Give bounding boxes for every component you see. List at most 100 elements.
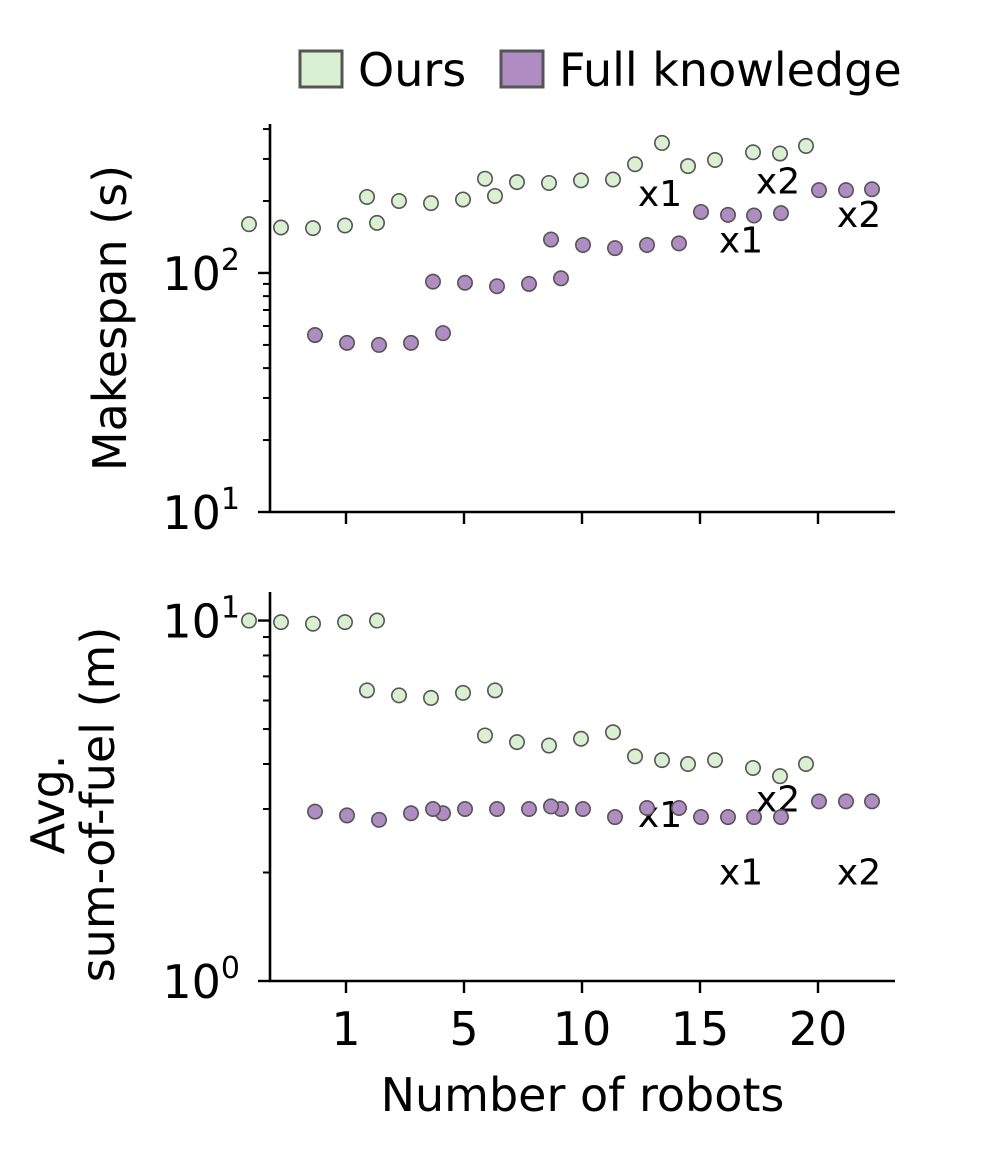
data-point [424,801,441,818]
data-point [454,191,471,208]
data-point [552,270,569,287]
scale-annotation: x1 [719,220,763,261]
data-point [454,684,471,701]
data-point [422,689,439,706]
data-point [456,274,473,291]
data-point [370,811,387,828]
data-point [390,687,407,704]
data-point [508,174,525,191]
data-point [338,334,355,351]
data-point [653,752,670,769]
data-point [604,171,621,188]
y-tick-label: 102 [162,243,240,301]
data-point [837,793,854,810]
data-point [476,170,493,187]
x-tick-label: 1 [331,1002,360,1056]
data-point [574,801,591,818]
y-tick-exp: 0 [221,951,240,986]
data-point [679,158,696,175]
data-point [241,612,258,629]
legend: Ours Full knowledge [298,43,902,97]
data-point [771,768,788,785]
data-point [368,612,385,629]
data-point [402,805,419,822]
data-point [863,181,880,198]
data-point [745,809,762,826]
data-point [653,134,670,151]
data-point [424,273,441,290]
scale-annotation: x1 [638,174,682,215]
data-point [370,336,387,353]
y-tick-label: 101 [162,482,240,540]
data-point [772,205,789,222]
data-point [772,809,789,826]
y-tick-base: 10 [162,595,221,649]
data-point [402,334,419,351]
data-point [304,220,321,237]
data-point [488,801,505,818]
data-point [542,798,559,815]
data-point [679,755,696,772]
y-tick-exp: 1 [221,482,240,517]
data-point [837,182,854,199]
x-axis-label: Number of robots [381,1068,785,1122]
data-point [719,206,736,223]
data-point [272,614,289,631]
data-point [670,799,687,816]
data-point [638,799,655,816]
data-point [670,235,687,252]
y-tick-base: 10 [162,486,221,540]
legend-swatch-0 [298,49,344,89]
data-point [744,144,761,161]
data-point [692,203,709,220]
data-point [626,748,643,765]
data-point [486,187,503,204]
scale-annotation: x2 [837,852,881,893]
data-point [771,145,788,162]
data-point [306,803,323,820]
data-point [604,724,621,741]
scale-annotation: x2 [756,162,800,203]
data-point [476,727,493,744]
data-point [304,615,321,632]
data-point [358,682,375,699]
data-point [540,174,557,191]
data-point [692,809,709,826]
data-point [508,734,525,751]
data-point [520,801,537,818]
data-point [810,793,827,810]
scale-annotation: x1 [719,852,763,893]
y-tick-base: 10 [162,955,221,1009]
data-point [540,737,557,754]
y-tick-exp: 2 [221,243,240,278]
data-point [744,759,761,776]
data-point [306,327,323,344]
data-point [745,207,762,224]
y-tick-base: 10 [162,247,221,301]
data-point [488,278,505,295]
y-tick-label: 101 [162,591,240,649]
data-point [368,214,385,231]
y-axis-label-line: Avg. [21,755,75,855]
data-point [719,809,736,826]
data-point [572,172,589,189]
x-tick-label: 10 [553,1002,612,1056]
data-point [358,188,375,205]
legend-label-0: Ours [358,43,466,97]
y-tick-label: 100 [162,951,240,1009]
data-point [520,275,537,292]
data-point [606,240,623,257]
data-point [434,325,451,342]
data-point [542,231,559,248]
data-point [626,156,643,173]
data-point [456,801,473,818]
y-tick-exp: 1 [221,591,240,626]
data-point [272,219,289,236]
y-axis-label: Makespan (s) [83,165,137,471]
data-point [574,236,591,253]
data-point [336,217,353,234]
data-point [810,182,827,199]
data-point [606,809,623,826]
scale-annotation: x2 [837,195,881,236]
